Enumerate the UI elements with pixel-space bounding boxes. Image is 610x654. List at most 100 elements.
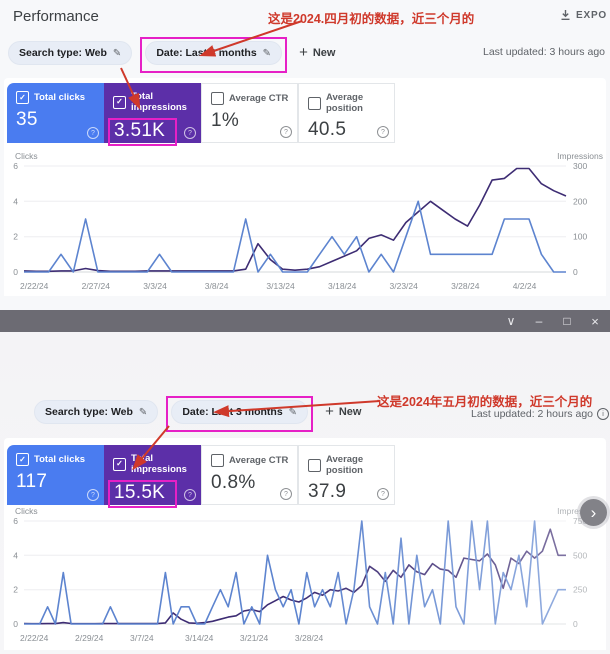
edit-pencil-icon: ✎ <box>138 406 148 418</box>
new-filter-button[interactable]: + New <box>325 403 361 420</box>
svg-text:3/28/24: 3/28/24 <box>295 633 324 643</box>
metric-label: Average CTR <box>229 93 289 104</box>
help-icon[interactable]: ? <box>184 127 196 139</box>
svg-text:3/18/24: 3/18/24 <box>328 281 357 291</box>
svg-text:0: 0 <box>13 619 18 629</box>
svg-text:0: 0 <box>573 267 578 277</box>
svg-text:100: 100 <box>573 232 587 242</box>
annotation-text: 这是2024.四月初的数据，近三个月的 <box>268 12 475 26</box>
metric-label: Total impressions <box>131 91 187 113</box>
help-icon[interactable]: ? <box>377 126 389 138</box>
svg-text:0: 0 <box>13 267 18 277</box>
chevron-down-icon[interactable]: ∨ <box>506 314 516 328</box>
svg-text:Impressions: Impressions <box>557 151 603 161</box>
help-icon[interactable]: ? <box>184 489 196 501</box>
date-range-chip[interactable]: Date: Last 3 months ✎ <box>145 41 283 65</box>
search-type-chip[interactable]: Search type: Web ✎ <box>34 400 159 424</box>
export-button[interactable]: EXPO <box>560 9 607 21</box>
metric-cards-row: ✓ Total clicks 35 ? ✓ Total impressions … <box>7 83 395 146</box>
search-type-chip-label: Search type: Web <box>19 47 107 59</box>
metric-label: Total impressions <box>131 453 187 475</box>
metric-card-average-position[interactable]: Average position 40.5 ? <box>298 83 395 143</box>
annotation-highlight-box: Date: Last 3 months ✎ <box>166 396 314 432</box>
edit-pencil-icon: ✎ <box>262 47 272 59</box>
svg-text:750: 750 <box>573 516 587 526</box>
checkbox-checked-icon[interactable]: ✓ <box>16 91 29 104</box>
svg-text:Clicks: Clicks <box>15 506 38 516</box>
plus-icon: + <box>325 403 334 420</box>
checkbox-unchecked-icon[interactable] <box>211 454 224 467</box>
svg-text:500: 500 <box>573 550 587 560</box>
svg-text:3/21/24: 3/21/24 <box>240 633 269 643</box>
filter-bar: Search type: Web ✎ Date: Last 3 months ✎… <box>8 37 335 73</box>
search-type-chip-label: Search type: Web <box>45 406 133 418</box>
metric-label: Average CTR <box>229 455 289 466</box>
metric-value: 117 <box>16 471 48 492</box>
svg-text:200: 200 <box>573 196 587 206</box>
checkbox-checked-icon[interactable]: ✓ <box>16 453 29 466</box>
checkbox-unchecked-icon[interactable] <box>308 96 321 110</box>
plus-icon: + <box>299 44 308 61</box>
chevron-right-icon: › <box>590 502 597 522</box>
performance-chart-may: 0 2 4 6 0 250 500 750 2/22/24 2/29/24 3/7/24 3/14/2… <box>4 505 606 653</box>
close-icon[interactable]: × <box>591 313 599 329</box>
help-icon[interactable]: ? <box>87 489 99 501</box>
date-range-chip[interactable]: Date: Last 3 months ✎ <box>171 400 309 424</box>
metric-value: 40.5 <box>308 119 347 140</box>
export-button-label: EXPO <box>576 9 607 21</box>
svg-text:3/13/24: 3/13/24 <box>266 281 295 291</box>
last-updated-text: Last updated: 2 hours ago i <box>471 408 609 420</box>
metric-label: Total clicks <box>34 454 86 465</box>
help-icon[interactable]: ? <box>280 126 292 138</box>
help-icon[interactable]: ? <box>280 488 292 500</box>
svg-text:3/3/24: 3/3/24 <box>143 281 167 291</box>
metric-card-total-impressions[interactable]: ✓ Total impressions 3.51K ? <box>104 83 201 146</box>
next-arrow-button[interactable]: › <box>580 499 607 526</box>
help-icon[interactable]: ? <box>87 127 99 139</box>
new-filter-button[interactable]: + New <box>299 44 335 61</box>
svg-text:0: 0 <box>573 619 578 629</box>
svg-text:3/7/24: 3/7/24 <box>130 633 154 643</box>
maximize-icon[interactable]: □ <box>563 314 571 328</box>
svg-text:2: 2 <box>13 585 18 595</box>
svg-text:2/27/24: 2/27/24 <box>82 281 111 291</box>
checkbox-unchecked-icon[interactable] <box>211 92 224 105</box>
metric-card-average-position[interactable]: Average position 37.9 ? <box>298 445 395 505</box>
metric-card-average-ctr[interactable]: Average CTR 0.8% ? <box>201 445 298 505</box>
checkbox-checked-icon[interactable]: ✓ <box>113 95 126 109</box>
checkbox-unchecked-icon[interactable] <box>308 458 321 472</box>
edit-pencil-icon: ✎ <box>288 406 298 418</box>
svg-text:6: 6 <box>13 161 18 171</box>
metric-card-total-clicks[interactable]: ✓ Total clicks 117 ? <box>7 445 104 505</box>
annotation-highlight-box: Date: Last 3 months ✎ <box>140 37 288 73</box>
search-type-chip[interactable]: Search type: Web ✎ <box>8 41 133 65</box>
svg-text:3/28/24: 3/28/24 <box>451 281 480 291</box>
performance-chart-april: 0 2 4 6 0 100 200 300 2/22/24 2/27/24 3/3/24 3/8/24… <box>4 150 606 301</box>
gsc-window-april: Performance EXPO Search type: Web ✎ Date… <box>0 0 610 310</box>
metric-value: 1% <box>211 110 240 131</box>
metric-value: 37.9 <box>308 481 347 502</box>
info-icon[interactable]: i <box>597 408 609 420</box>
date-range-chip-label: Date: Last 3 months <box>156 47 257 59</box>
window-controls: ∨ – □ × <box>504 310 602 332</box>
help-icon[interactable]: ? <box>377 488 389 500</box>
svg-text:2/22/24: 2/22/24 <box>20 281 49 291</box>
metric-cards-row: ✓ Total clicks 117 ? ✓ Total impressions… <box>7 445 395 508</box>
svg-text:4: 4 <box>13 196 18 206</box>
minimize-icon[interactable]: – <box>535 314 543 328</box>
highlighted-metric-value: 3.51K <box>108 118 178 146</box>
metric-value: 35 <box>16 109 38 130</box>
metric-card-total-clicks[interactable]: ✓ Total clicks 35 ? <box>7 83 104 143</box>
metric-card-total-impressions[interactable]: ✓ Total impressions 15.5K ? <box>104 445 201 508</box>
metric-card-average-ctr[interactable]: Average CTR 1% ? <box>201 83 298 143</box>
filter-bar: Search type: Web ✎ Date: Last 3 months ✎… <box>34 396 361 432</box>
gsc-window-may: Search type: Web ✎ Date: Last 3 months ✎… <box>0 332 610 654</box>
new-filter-button-label: New <box>312 46 336 59</box>
svg-text:2/22/24: 2/22/24 <box>20 633 49 643</box>
window-titlebar: ∨ – □ × <box>0 310 610 332</box>
svg-text:6: 6 <box>13 516 18 526</box>
svg-text:3/14/24: 3/14/24 <box>185 633 214 643</box>
metric-label: Average position <box>326 454 364 476</box>
new-filter-button-label: New <box>338 405 362 418</box>
checkbox-checked-icon[interactable]: ✓ <box>113 457 126 471</box>
